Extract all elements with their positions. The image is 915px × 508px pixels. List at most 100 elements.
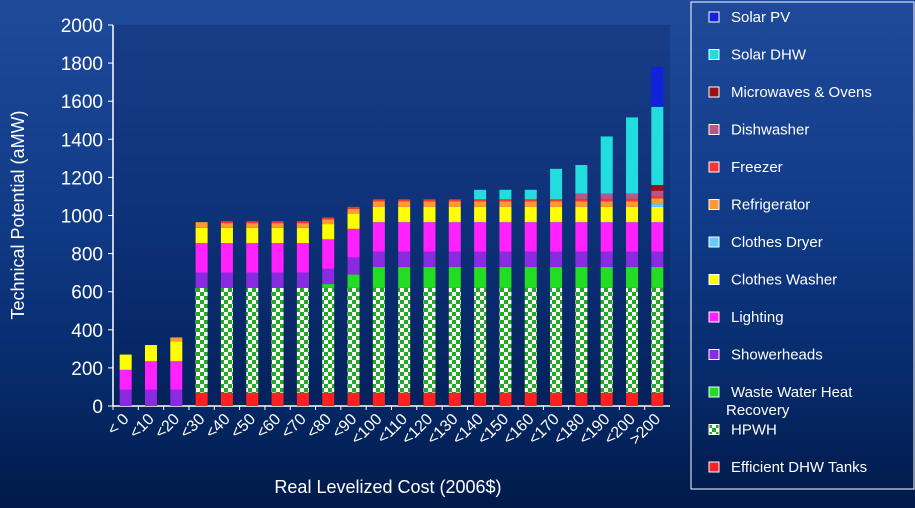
bars <box>119 66 664 406</box>
bar-segment-hpwh <box>550 287 563 393</box>
bar-segment-lighting <box>474 222 487 252</box>
bar-segment-showerheads <box>600 251 613 267</box>
bar-segment-freezer <box>499 199 512 202</box>
bar-segment-microwaves-ovens <box>651 185 664 191</box>
bar-segment-refrigerator <box>296 223 309 228</box>
bar-segment-refrigerator <box>271 223 284 228</box>
bar-segment-waste-water-heat-recovery <box>575 266 588 288</box>
bar-segment-clothes-washer <box>651 206 664 223</box>
y-tick-label: 600 <box>71 283 103 304</box>
bar-segment-refrigerator <box>347 208 360 214</box>
y-tick-label: 1800 <box>61 54 103 75</box>
bar-segment-waste-water-heat-recovery <box>474 266 487 288</box>
y-tick-label: 800 <box>71 245 103 266</box>
bar-segment-lighting <box>119 369 132 390</box>
bar-segment-efficient-dhw-tanks <box>195 392 208 406</box>
bar-segment-hpwh <box>651 287 664 393</box>
bar-segment-lighting <box>575 222 588 252</box>
bar-segment-waste-water-heat-recovery <box>398 266 411 288</box>
legend-label-efficient-dhw-tanks: Efficient DHW Tanks <box>731 459 867 476</box>
bar-segment-solar-dhw <box>651 106 664 186</box>
legend-swatch-showerheads <box>708 349 720 360</box>
bar-segment-refrigerator <box>372 201 385 207</box>
bar-segment-showerheads <box>170 389 183 406</box>
bar-segment-clothes-washer <box>474 206 487 223</box>
bar-segment-efficient-dhw-tanks <box>575 392 588 406</box>
bar-segment-freezer <box>474 199 487 202</box>
bar-segment-freezer <box>448 199 461 202</box>
bar-segment-efficient-dhw-tanks <box>524 392 537 406</box>
bar-segment-showerheads <box>626 251 639 267</box>
bar-segment-efficient-dhw-tanks <box>448 392 461 406</box>
bar-segment-dishwasher <box>626 193 639 200</box>
bar-segment-lighting <box>626 222 639 252</box>
bar-segment-clothes-washer <box>144 345 157 362</box>
bar-segment-clothes-washer <box>220 227 233 244</box>
x-tick-label: <70 <box>279 411 310 442</box>
bar-segment-showerheads <box>651 251 664 267</box>
bar-segment-refrigerator <box>170 337 183 342</box>
bar-segment-solar-dhw <box>575 165 588 194</box>
bar-segment-freezer <box>651 196 664 199</box>
bar-segment-showerheads <box>271 272 284 288</box>
bar-segment-waste-water-heat-recovery <box>347 274 360 288</box>
bar-segment-efficient-dhw-tanks <box>626 392 639 406</box>
bar-segment-showerheads <box>144 389 157 406</box>
bar-segment-refrigerator <box>474 201 487 207</box>
bar-segment-freezer <box>347 206 360 209</box>
bar-segment-freezer <box>398 199 411 202</box>
bar-segment-showerheads <box>575 251 588 267</box>
bar-segment-showerheads <box>423 251 436 267</box>
bar-segment-hpwh <box>626 287 639 393</box>
legend-label-waste-water-heat-recovery: Waste Water Heat Recovery <box>726 384 853 419</box>
bar-segment-solar-dhw <box>499 189 512 200</box>
bar-segment-showerheads <box>296 272 309 288</box>
bar-segment-freezer <box>296 221 309 224</box>
bar-segment-solar-dhw <box>626 117 639 194</box>
legend-swatch-clothes-washer <box>708 274 720 285</box>
y-axis: 0 200 400 600 800 1000 1200 1400 1600 1800 2000 <box>61 16 114 418</box>
legend-swatch-solar-pv <box>708 11 720 23</box>
legend-box <box>690 1 915 490</box>
bar-segment-hpwh <box>296 287 309 393</box>
bar-segment-hpwh <box>372 287 385 393</box>
x-axis-label: Real Levelized Cost (2006$) <box>274 477 501 497</box>
bar-segment-showerheads <box>524 251 537 267</box>
bar-segment-lighting <box>246 243 259 273</box>
bar-segment-hpwh <box>448 287 461 393</box>
bar-segment-dishwasher <box>651 190 664 197</box>
bar-segment-clothes-washer <box>626 206 639 223</box>
bar-segment-efficient-dhw-tanks <box>347 392 360 406</box>
bar-segment-hpwh <box>474 287 487 393</box>
bar-segment-clothes-washer <box>448 206 461 223</box>
bar-segment-efficient-dhw-tanks <box>651 392 664 406</box>
bar-segment-freezer <box>626 199 639 202</box>
bar-segment-showerheads <box>448 251 461 267</box>
bar-segment-hpwh <box>600 287 613 393</box>
bar-segment-refrigerator <box>195 222 208 228</box>
bar-segment-hpwh <box>220 287 233 393</box>
bar-segment-dishwasher <box>575 193 588 200</box>
bar-segment-solar-pv <box>651 66 664 107</box>
bar-segment-freezer <box>575 199 588 202</box>
bar-segment-efficient-dhw-tanks <box>600 392 613 406</box>
bar-segment-refrigerator <box>499 201 512 207</box>
legend-label-solar-dhw: Solar DHW <box>731 47 807 64</box>
bar-segment-clothes-washer <box>271 227 284 244</box>
bar-segment-solar-dhw <box>550 168 563 200</box>
bar-segment-refrigerator <box>448 201 461 207</box>
bar-segment-showerheads <box>499 251 512 267</box>
bar-segment-showerheads <box>220 272 233 288</box>
bar-segment-refrigerator <box>246 223 259 228</box>
bar-segment-showerheads <box>119 389 132 406</box>
bar-segment-solar-dhw <box>600 136 613 194</box>
bar-segment-waste-water-heat-recovery <box>322 284 335 288</box>
x-axis: < 0<10<20<30<40<50<60<70<80<90<100<110<1… <box>104 405 670 448</box>
bar-segment-lighting <box>550 222 563 252</box>
x-tick-label: <20 <box>152 411 183 442</box>
bar-segment-showerheads <box>372 251 385 267</box>
bar-segment-hpwh <box>423 287 436 393</box>
bar-segment-clothes-washer <box>296 227 309 244</box>
bar-segment-refrigerator <box>398 201 411 207</box>
